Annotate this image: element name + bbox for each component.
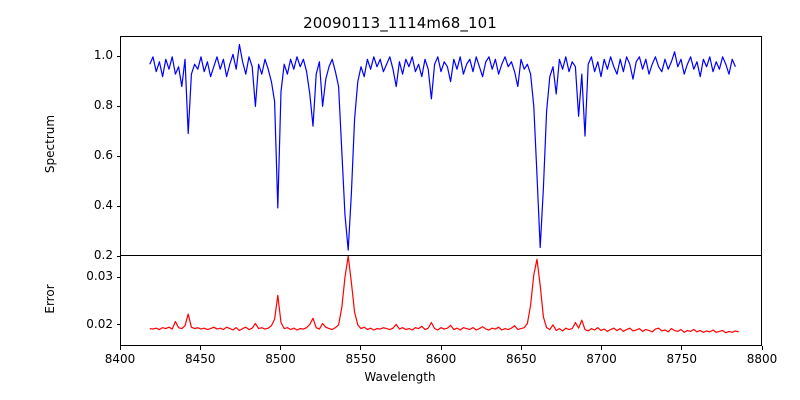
spectrum-ytick-label: 0.4 [93, 198, 113, 212]
wavelength-xtick [440, 346, 442, 350]
spectrum-line-series [121, 37, 761, 255]
wavelength-xtick [360, 346, 362, 350]
error-ytick [116, 276, 120, 278]
wavelength-xtick-label: 8600 [425, 352, 457, 366]
spectrum-ytick [116, 105, 120, 107]
wavelength-xtick-label: 8700 [586, 352, 617, 366]
error-line-series [121, 256, 761, 345]
wavelength-xtick [681, 346, 683, 350]
error-ytick [116, 324, 120, 326]
wavelength-xtick [520, 346, 522, 350]
wavelength-xtick-label: 8450 [184, 352, 216, 366]
spectrum-ytick [116, 255, 120, 257]
error-ytick-label: 0.02 [86, 316, 113, 331]
wavelength-axis-label: Wavelength [364, 370, 436, 384]
wavelength-xtick [280, 346, 281, 350]
error-plot-area [120, 256, 762, 346]
wavelength-xtick [761, 346, 763, 350]
spectrum-ytick [116, 155, 120, 157]
spectrum-ytick-label: 0.6 [93, 148, 113, 162]
wavelength-xtick-label: 8650 [505, 352, 537, 366]
page-title: 20090113_1114m68_101 [303, 14, 497, 32]
wavelength-xtick [119, 346, 121, 350]
wavelength-xtick-label: 8500 [265, 352, 296, 366]
spectrum-ytick [116, 55, 120, 57]
wavelength-xtick [199, 346, 201, 350]
spectrum-ytick-label: 0.8 [93, 98, 113, 112]
wavelength-xtick-label: 8800 [746, 352, 778, 366]
spectrum-axis-label: Spectrum [43, 114, 57, 174]
error-ytick-label: 0.03 [86, 269, 113, 284]
spectrum-ytick [116, 205, 120, 207]
error-axis-label: Error [43, 284, 57, 314]
spectrum-plot-area [120, 36, 762, 256]
wavelength-xtick [601, 346, 602, 350]
spectrum-ytick-label: 1.0 [93, 48, 113, 62]
wavelength-xtick-label: 8550 [345, 352, 377, 366]
wavelength-xtick-label: 8750 [666, 352, 698, 366]
spectrum-ytick-label: 0.2 [93, 248, 113, 262]
wavelength-xtick-label: 8400 [104, 352, 136, 366]
